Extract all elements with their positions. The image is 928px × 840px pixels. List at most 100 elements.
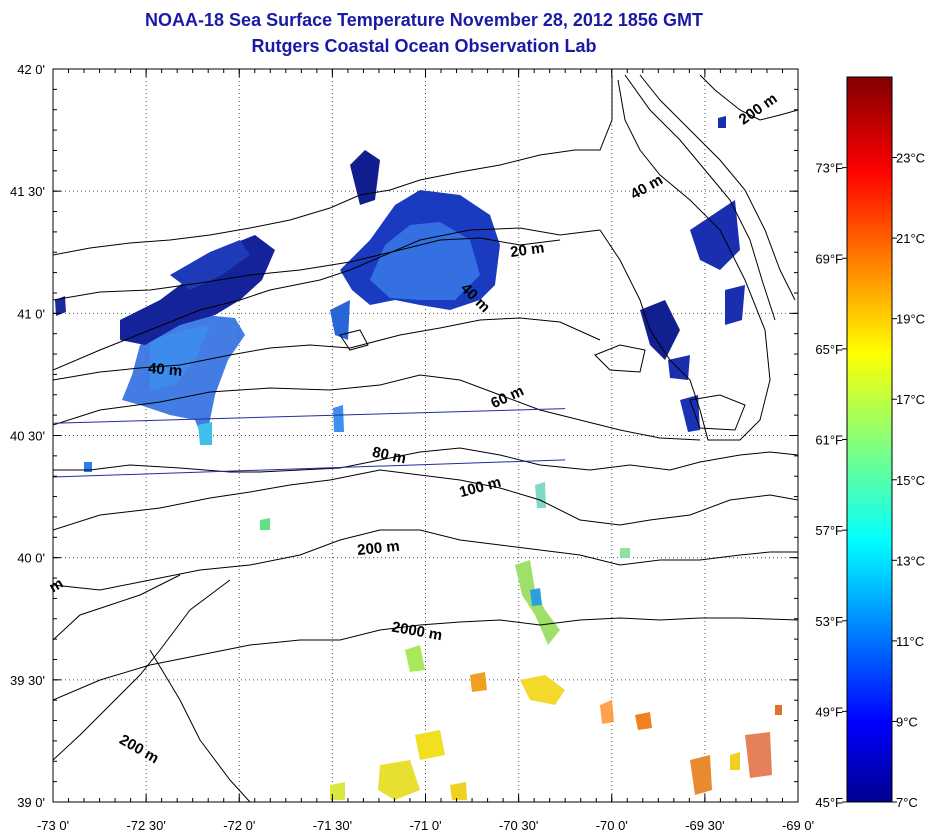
y-tick-label: 40 0': [17, 551, 45, 566]
sst-patch: [55, 296, 66, 316]
transect-line: [52, 459, 566, 478]
y-tick-label: 42 0': [17, 62, 45, 77]
sst-patch: [718, 116, 726, 128]
colorbar-label-celsius: 23°C: [896, 151, 925, 166]
sst-patch: [350, 150, 380, 205]
x-tick-label: -69 30': [685, 818, 724, 833]
sst-patch: [330, 782, 345, 800]
colorbar-label-celsius: 13°C: [896, 553, 925, 568]
sst-patch: [635, 712, 652, 730]
sst-patch: [745, 732, 772, 778]
coastline-and-bathymetry: [53, 74, 798, 802]
sst-patch: [150, 325, 210, 390]
contour-gulf-of-maine: [639, 74, 796, 301]
colorbar-label-celsius: 17°C: [896, 392, 925, 407]
contour-2000m: [53, 617, 798, 701]
sst-patch: [725, 285, 745, 325]
contour-label: 80 m: [371, 444, 408, 468]
sst-patch: [600, 700, 614, 724]
colorbar-label-celsius: 15°C: [896, 473, 925, 488]
sst-patch: [198, 422, 212, 445]
sst-patch: [520, 675, 565, 705]
x-tick-label: -70 0': [596, 818, 628, 833]
y-tick-label: 39 0': [17, 795, 45, 810]
sst-patch: [378, 760, 420, 800]
colorbar-label-fahrenheit: 61°F: [815, 433, 843, 448]
x-tick-label: -72 0': [223, 818, 255, 833]
colorbar-label-celsius: 21°C: [896, 231, 925, 246]
sst-patch: [170, 240, 250, 290]
colorbar-label-fahrenheit: 73°F: [815, 161, 843, 176]
y-tick-label: 41 30': [10, 184, 45, 199]
contour-80m: [53, 447, 798, 473]
contour-canyon-3: [53, 574, 181, 641]
coastline-mainland: [53, 75, 613, 256]
colorbar: 7°C 9°C 11°C 13°C 15°C 17°C 19°C 21°C 23°C 45°F 49…: [815, 76, 925, 810]
colorbar-label-fahrenheit: 45°F: [815, 795, 843, 810]
contour-40m: [53, 317, 601, 381]
transect-line: [52, 408, 566, 424]
contour-200m-canyon: [53, 579, 231, 761]
sst-patch: [470, 672, 487, 692]
sst-patch: [668, 355, 690, 380]
colorbar-label-celsius: 7°C: [896, 795, 918, 810]
y-tick-label: 41 0': [17, 306, 45, 321]
contour-label: 20 m: [509, 239, 545, 261]
sst-patch: [370, 222, 480, 300]
contour-gulf-of-maine-2: [624, 74, 776, 321]
transect-lines: [52, 408, 566, 478]
island-nantucket: [689, 394, 746, 431]
contour-canyon-2: [149, 649, 251, 802]
sst-patch: [690, 755, 712, 795]
sst-pixels: [55, 116, 782, 800]
contour-gulf-of-maine-3: [699, 74, 798, 121]
map-title: NOAA-18 Sea Surface Temperature November…: [145, 10, 703, 30]
contour-200m-shelfbreak: [53, 529, 798, 591]
axis-ticks: -73 0' -72 30' -72 0' -71 30' -71 0' -70 30' -…: [10, 62, 814, 833]
colorbar-labels: 7°C 9°C 11°C 13°C 15°C 17°C 19°C 21°C 23°C 45°F 49…: [815, 151, 925, 810]
colorbar-label-fahrenheit: 49°F: [815, 704, 843, 719]
contour-label: 200 m: [356, 538, 400, 559]
contour-label: 40 m: [147, 360, 183, 380]
sst-patch: [415, 730, 445, 760]
coastline-cape-cod: [599, 79, 771, 441]
x-tick-label: -71 30': [313, 818, 352, 833]
map-subtitle: Rutgers Coastal Ocean Observation Lab: [251, 36, 596, 56]
sst-patch: [775, 705, 782, 715]
sst-patch: [333, 405, 344, 432]
y-tick-label: 40 30': [10, 429, 45, 444]
x-tick-label: -73 0': [37, 818, 69, 833]
contour-100m: [53, 469, 798, 531]
y-tick-label: 39 30': [10, 673, 45, 688]
sst-patch: [690, 200, 740, 270]
contour-60m: [53, 374, 701, 441]
sst-patch: [730, 752, 740, 770]
colorbar-label-fahrenheit: 57°F: [815, 523, 843, 538]
sst-patch: [640, 300, 680, 360]
colorbar-label-fahrenheit: 65°F: [815, 342, 843, 357]
colorbar-label-celsius: 11°C: [896, 634, 924, 649]
island-block: [339, 329, 369, 351]
colorbar-gradient: [846, 76, 893, 803]
x-tick-label: -70 30': [499, 818, 538, 833]
x-tick-label: -72 30': [126, 818, 165, 833]
colorbar-label-celsius: 9°C: [896, 714, 918, 729]
sst-patch: [405, 645, 425, 672]
colorbar-label-fahrenheit: 69°F: [815, 251, 843, 266]
sst-patch: [620, 548, 630, 558]
sst-patch: [330, 300, 350, 340]
contour-20m: [53, 237, 561, 301]
sst-patch: [680, 395, 700, 432]
x-tick-label: -69 0': [782, 818, 814, 833]
island-marthas-vineyard: [594, 344, 646, 373]
coastline-long-island: [53, 227, 601, 371]
sst-patch: [530, 588, 542, 606]
sst-patch: [260, 518, 270, 530]
x-tick-label: -71 0': [409, 818, 441, 833]
colorbar-label-celsius: 19°C: [896, 312, 925, 327]
colorbar-label-fahrenheit: 53°F: [815, 614, 843, 629]
sst-patch: [450, 782, 467, 800]
